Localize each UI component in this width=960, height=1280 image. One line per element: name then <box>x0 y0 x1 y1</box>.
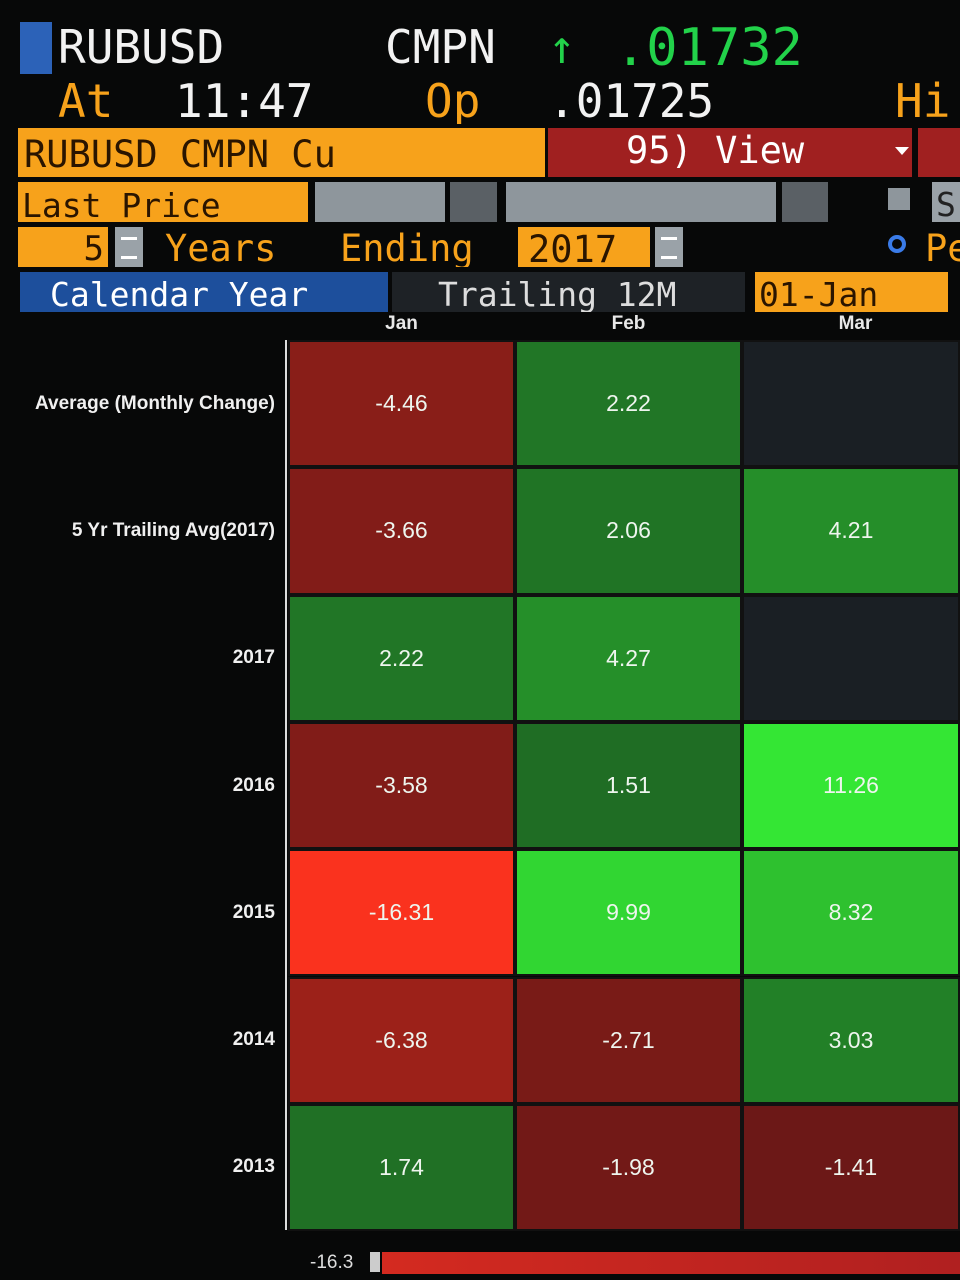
heatmap-cell: 3.03 <box>742 976 960 1104</box>
tab[interactable]: Calendar Year <box>20 272 388 312</box>
column-header: Feb <box>611 313 646 334</box>
radio[interactable] <box>888 235 906 253</box>
heatmap-cell <box>742 340 960 468</box>
heatmap-cell: 2.22 <box>515 340 742 468</box>
menu-edge <box>918 128 960 177</box>
row-label: 2016 <box>232 774 275 796</box>
security-field[interactable]: RUBUSD CMPN Cu <box>18 128 545 177</box>
tick-arrow: ↑ <box>548 24 576 70</box>
high-label: Hi <box>895 78 951 124</box>
ending-input[interactable]: 2017 <box>518 227 650 267</box>
field-selector[interactable]: Last Price <box>18 182 308 222</box>
at-label: At <box>58 78 114 124</box>
heatmap-cell: 1.74 <box>288 1103 515 1232</box>
date-input[interactable]: 01-Jan <box>755 272 948 312</box>
last-price: .01732 <box>615 22 803 74</box>
period-label: Pe <box>925 230 960 267</box>
open-label: Op <box>425 78 481 124</box>
select-box[interactable] <box>315 182 445 222</box>
heatmap-cell <box>742 594 960 722</box>
heatmap-cell: -3.58 <box>288 721 515 850</box>
heatmap-cell: -2.71 <box>515 976 742 1104</box>
time: 11:47 <box>175 78 314 124</box>
scale-marker <box>370 1252 380 1272</box>
select-arrow[interactable] <box>782 182 828 222</box>
dropdown-arrow <box>895 147 909 155</box>
color-scale <box>382 1252 960 1274</box>
heatmap-cell: 9.99 <box>515 849 742 977</box>
select-arrow[interactable] <box>450 182 497 222</box>
view-menu[interactable]: 95) View <box>548 128 912 177</box>
heatmap-cell: 4.21 <box>742 467 960 595</box>
stepper[interactable] <box>115 227 143 267</box>
source: CMPN <box>385 24 496 70</box>
years-label: Years <box>165 230 277 267</box>
checkbox[interactable] <box>888 188 910 210</box>
heatmap-cell: 8.32 <box>742 849 960 977</box>
heatmap-cell: 1.51 <box>515 721 742 850</box>
heatmap-cell: -16.31 <box>288 849 515 977</box>
scale-min-label: -16.3 <box>310 1252 354 1273</box>
s-option[interactable]: S <box>932 182 960 222</box>
heatmap-cell: 4.27 <box>515 594 742 722</box>
heatmap-cell: 2.22 <box>288 594 515 722</box>
years-input[interactable]: 5 <box>18 227 108 267</box>
row-label: 2017 <box>232 647 275 669</box>
heatmap-cell: 11.26 <box>742 721 960 850</box>
ending-label: Ending <box>340 230 474 267</box>
status-box <box>20 22 52 74</box>
column-header: Jan <box>385 313 418 334</box>
heatmap-cell: 2.06 <box>515 467 742 595</box>
row-label: 2014 <box>232 1029 275 1051</box>
heatmap-cell: -6.38 <box>288 976 515 1104</box>
row-label: Average (Monthly Change) <box>35 392 275 414</box>
row-label: 2013 <box>232 1156 275 1178</box>
ticker: RUBUSD <box>58 24 225 70</box>
tab[interactable]: Trailing 12M <box>392 272 745 312</box>
heatmap-cell: -1.98 <box>515 1103 742 1232</box>
heatmap-cell: -1.41 <box>742 1103 960 1232</box>
heatmap-cell: -4.46 <box>288 340 515 468</box>
column-header: Mar <box>838 313 873 334</box>
heatmap-cell: -3.66 <box>288 467 515 595</box>
row-label: 2015 <box>232 901 275 923</box>
axis-line <box>285 340 287 1230</box>
select-box[interactable] <box>506 182 776 222</box>
stepper[interactable] <box>655 227 683 267</box>
open-price: .01725 <box>548 78 715 124</box>
row-label: 5 Yr Trailing Avg(2017) <box>71 519 275 541</box>
